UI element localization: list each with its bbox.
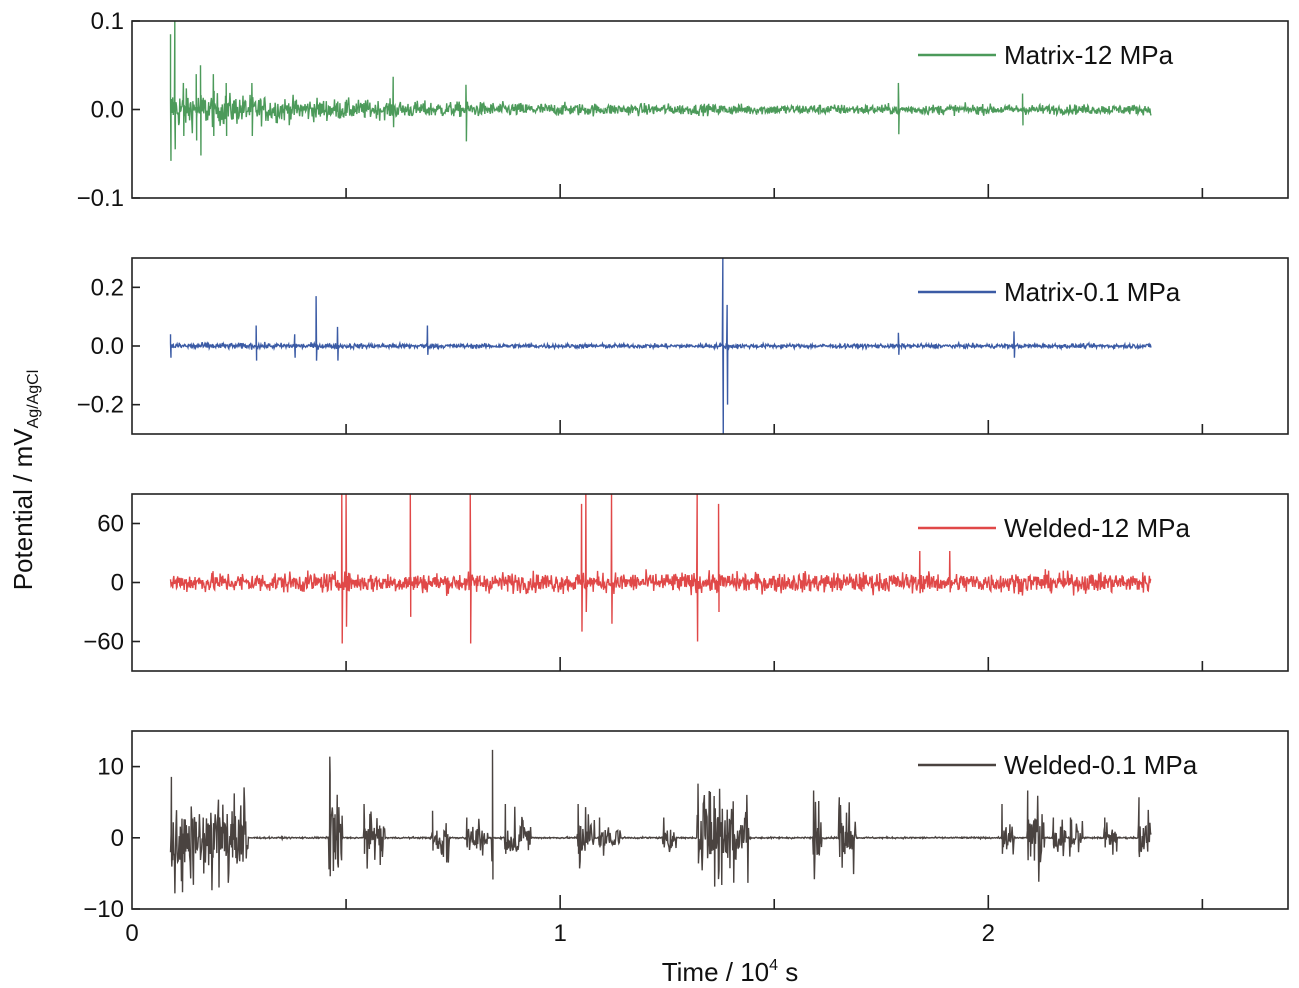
y-tick-label: 0 bbox=[111, 825, 124, 852]
y-tick-label: −0.1 bbox=[77, 185, 124, 212]
x-axis-label-sup: 4 bbox=[769, 957, 778, 974]
panel-1: 0.1 0.0 −0.1 Matrix-12 MPa bbox=[77, 8, 1289, 212]
y-tick-label: 10 bbox=[97, 754, 124, 781]
x-axis-label: Time / 104 s bbox=[662, 957, 799, 987]
legend-label: Matrix-12 MPa bbox=[1004, 40, 1174, 70]
x-tick-label: 2 bbox=[982, 920, 995, 947]
plot-frame bbox=[131, 730, 1289, 910]
y-tick-label: 0.0 bbox=[91, 333, 124, 360]
y-tick-label: −0.2 bbox=[77, 392, 124, 419]
x-axis-label-text: Time / 10 bbox=[662, 957, 769, 987]
y-axis-label-sub: Ag/AgCl bbox=[25, 370, 42, 429]
series-line bbox=[169, 21, 1152, 161]
legend-label: Matrix-0.1 MPa bbox=[1004, 277, 1181, 307]
panels: 0.1 0.0 −0.1 Matrix-12 MPa 0.2 0.0 −0.2 Matrix-… bbox=[77, 8, 1289, 947]
series-line bbox=[169, 749, 1152, 894]
y-axis-label: Potential / mVAg/AgCl bbox=[8, 370, 42, 591]
series-line bbox=[169, 494, 1152, 644]
y-tick-label: 0.1 bbox=[91, 8, 124, 35]
panel-4: 10 0 −10 Welded-0.1 MPa bbox=[83, 730, 1289, 923]
y-tick-label: 0.2 bbox=[91, 274, 124, 301]
x-tick-label: 1 bbox=[553, 920, 566, 947]
legend-label: Welded-12 MPa bbox=[1004, 513, 1190, 543]
legend-label: Welded-0.1 MPa bbox=[1004, 750, 1198, 780]
y-tick-label: 0 bbox=[111, 570, 124, 597]
panel-2: 0.2 0.0 −0.2 Matrix-0.1 MPa bbox=[77, 257, 1289, 435]
y-tick-label: 60 bbox=[97, 511, 124, 538]
y-axis-label-text: Potential / mV bbox=[8, 428, 38, 591]
x-tick-label: 0 bbox=[125, 920, 138, 947]
series-line bbox=[169, 258, 1152, 434]
panel-3: 60 0 −60 Welded-12 MPa bbox=[83, 493, 1289, 672]
y-tick-label: 0.0 bbox=[91, 97, 124, 124]
x-axis-label-unit: s bbox=[778, 957, 798, 987]
y-tick-label: −60 bbox=[83, 629, 124, 656]
y-tick-label: −10 bbox=[83, 896, 124, 923]
